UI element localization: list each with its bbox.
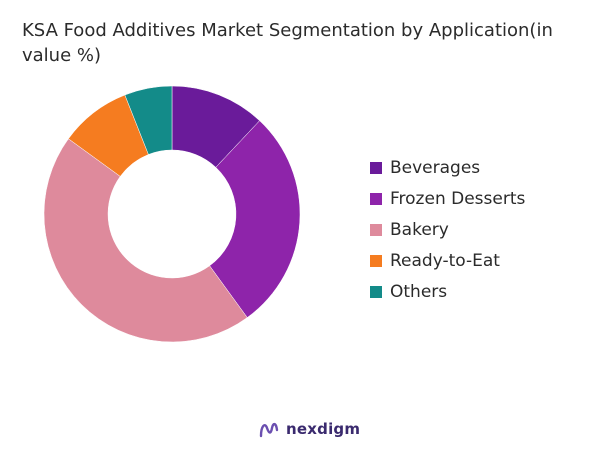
legend-item-others: Others — [370, 276, 525, 307]
legend-swatch — [370, 223, 382, 236]
legend-item-ready-to-eat: Ready-to-Eat — [370, 245, 525, 276]
legend-label: Ready-to-Eat — [390, 250, 500, 271]
donut-slice-bakery — [43, 138, 248, 343]
legend-swatch — [370, 285, 382, 298]
brand-name: nexdigm — [286, 420, 361, 438]
donut-slice-frozen-desserts — [209, 120, 301, 318]
legend-item-beverages: Beverages — [370, 152, 525, 183]
legend-label: Beverages — [390, 157, 481, 178]
chart-legend: Beverages Frozen Desserts Bakery Ready-t… — [370, 152, 525, 307]
legend-swatch — [370, 161, 382, 174]
legend-swatch — [370, 192, 382, 205]
legend-swatch — [370, 254, 382, 267]
chart-title: KSA Food Additives Market Segmentation b… — [22, 20, 553, 66]
legend-item-frozen-desserts: Frozen Desserts — [370, 183, 525, 214]
nexdigm-logo-icon — [259, 422, 279, 438]
legend-label: Others — [390, 281, 448, 302]
legend-label: Frozen Desserts — [390, 188, 526, 209]
donut-slices — [43, 85, 301, 343]
donut-slice-others — [124, 85, 173, 155]
brand-logo: nexdigm — [258, 418, 360, 440]
legend-item-bakery: Bakery — [370, 214, 525, 245]
legend-label: Bakery — [390, 219, 449, 240]
